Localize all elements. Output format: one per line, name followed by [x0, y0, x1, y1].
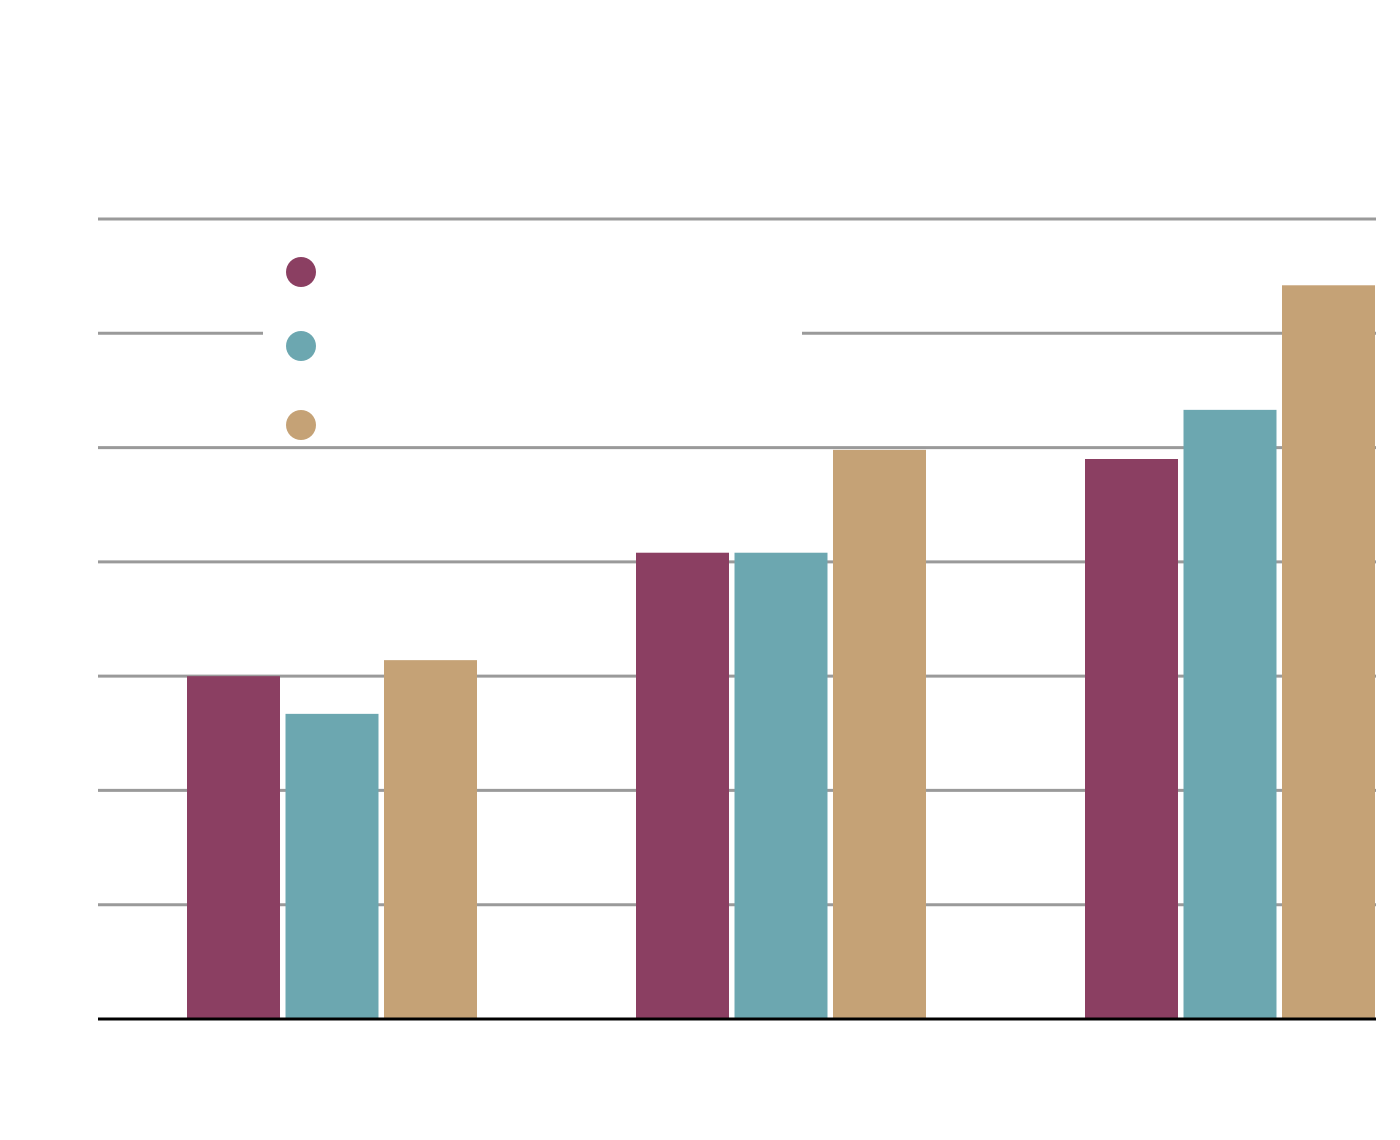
bar [1282, 285, 1375, 1019]
bar [636, 552, 729, 1019]
bar [384, 660, 477, 1019]
legend-box [263, 250, 802, 440]
bar [285, 713, 379, 1019]
bar [1085, 459, 1178, 1019]
legend-marker [286, 257, 316, 287]
bar [1183, 409, 1277, 1019]
legend-marker [286, 410, 316, 440]
legend-marker [286, 331, 316, 361]
bar [833, 449, 926, 1019]
bar [734, 552, 828, 1019]
bar [187, 676, 280, 1019]
